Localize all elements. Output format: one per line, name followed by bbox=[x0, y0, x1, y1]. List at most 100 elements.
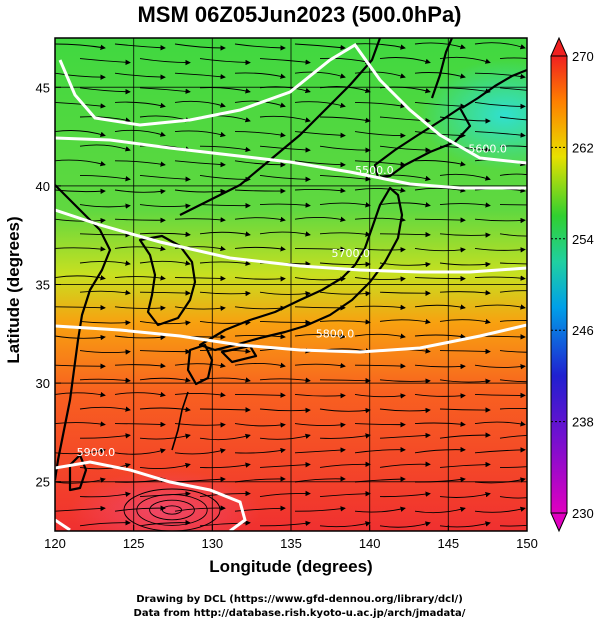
wind-streamline bbox=[139, 519, 191, 527]
wind-streamline bbox=[319, 174, 371, 182]
wind-streamline bbox=[414, 160, 466, 167]
wind-streamline bbox=[499, 524, 527, 527]
wind-streamline bbox=[199, 433, 251, 441]
contour-5900 bbox=[55, 460, 247, 531]
credit-dcl: Drawing by DCL (https://www.gfd-dennou.o… bbox=[136, 594, 463, 605]
wind-streamline bbox=[379, 318, 431, 325]
contour-label: 5900.0 bbox=[77, 446, 116, 459]
wind-swirl bbox=[161, 505, 183, 515]
x-tick-label: 150 bbox=[516, 536, 538, 551]
wind-streamline bbox=[234, 276, 286, 282]
wind-streamline bbox=[294, 160, 346, 168]
wind-streamline bbox=[414, 506, 466, 514]
wind-streamline bbox=[499, 434, 527, 439]
y-tick-label: 45 bbox=[36, 80, 50, 95]
wind-streamline bbox=[114, 129, 166, 137]
wind-streamline bbox=[499, 204, 527, 206]
wind-streamline bbox=[474, 275, 526, 281]
wind-streamline bbox=[379, 231, 431, 238]
wind-streamline bbox=[499, 319, 527, 322]
wind-streamline bbox=[79, 433, 131, 439]
wind-streamline bbox=[55, 101, 106, 109]
wind-streamline bbox=[55, 43, 106, 50]
wind-streamline bbox=[114, 505, 166, 512]
x-tick-label: 145 bbox=[437, 536, 459, 551]
wind-streamline bbox=[199, 260, 251, 267]
wind-streamline bbox=[55, 477, 106, 484]
wind-streamline bbox=[354, 304, 406, 311]
wind-streamline bbox=[79, 491, 131, 498]
wind-streamline bbox=[174, 392, 226, 398]
wind-streamline bbox=[354, 363, 406, 369]
wind-streamline bbox=[55, 130, 106, 137]
wind-streamline bbox=[414, 187, 466, 193]
wind-streamline bbox=[139, 87, 191, 95]
wind-streamline bbox=[319, 521, 371, 528]
wind-streamline bbox=[259, 115, 311, 123]
wind-streamline bbox=[474, 72, 526, 80]
kyushu-coast bbox=[186, 343, 214, 386]
wind-streamline bbox=[319, 407, 371, 414]
wind-streamline bbox=[414, 446, 466, 454]
wind-streamline bbox=[354, 43, 406, 50]
wind-streamline bbox=[474, 304, 526, 310]
wind-streamline bbox=[234, 362, 286, 368]
wind-streamline bbox=[174, 72, 226, 80]
russia-coast bbox=[179, 38, 382, 216]
wind-streamline bbox=[139, 290, 191, 296]
wind-streamline bbox=[234, 447, 286, 454]
wind-streamline bbox=[199, 145, 251, 153]
colorbar-max-arrow bbox=[550, 36, 568, 57]
wind-streamline bbox=[55, 246, 106, 252]
wind-streamline bbox=[379, 378, 431, 384]
contour-label: 5700.0 bbox=[332, 247, 371, 260]
wind-streamline bbox=[414, 217, 466, 223]
y-tick-label: 30 bbox=[36, 376, 50, 391]
wind-streamline bbox=[234, 43, 286, 51]
wind-streamline bbox=[414, 42, 466, 50]
wind-streamline bbox=[259, 461, 311, 468]
shikoku-coast bbox=[220, 344, 258, 364]
wind-streamline bbox=[414, 421, 466, 427]
wind-swirl bbox=[136, 494, 208, 526]
wind-streamline bbox=[319, 202, 371, 208]
wind-streamline bbox=[354, 247, 406, 253]
wind-streamline bbox=[234, 131, 286, 138]
wind-streamline bbox=[474, 392, 526, 399]
wind-streamline bbox=[174, 305, 226, 312]
wind-streamline bbox=[354, 333, 406, 339]
wind-streamline bbox=[55, 334, 106, 341]
x-tick-label: 135 bbox=[280, 536, 302, 551]
wind-streamline bbox=[319, 145, 371, 153]
wind-streamline bbox=[319, 116, 371, 123]
wind-streamline bbox=[499, 233, 527, 237]
wind-streamline bbox=[55, 304, 106, 311]
wind-streamline bbox=[414, 333, 466, 340]
wind-streamline bbox=[114, 43, 166, 51]
wind-streamline bbox=[79, 58, 131, 66]
wind-streamline bbox=[499, 407, 527, 410]
wind-streamline bbox=[474, 42, 526, 50]
wind-streamline bbox=[354, 446, 406, 454]
wind-streamline bbox=[114, 421, 166, 428]
wind-streamline bbox=[354, 393, 406, 399]
wind-streamline bbox=[499, 290, 527, 293]
colorbar-tick-label: 254 bbox=[572, 232, 594, 247]
y-tick-label: 40 bbox=[36, 179, 50, 194]
wind-streamline bbox=[114, 363, 166, 369]
china-coast bbox=[55, 184, 112, 481]
wind-streamline bbox=[79, 320, 131, 326]
contour-5500 bbox=[55, 136, 527, 190]
wind-streamline bbox=[259, 174, 311, 182]
wind-streamline bbox=[139, 203, 191, 209]
wind-streamline bbox=[259, 407, 311, 414]
taiwan-coast bbox=[68, 453, 88, 492]
sakhalin-coast bbox=[430, 38, 454, 99]
wind-streamline bbox=[414, 393, 466, 399]
wind-streamline bbox=[174, 130, 226, 138]
wind-streamline bbox=[294, 71, 346, 79]
y-axis-label: Latitude (degrees) bbox=[4, 216, 23, 364]
wind-streamline bbox=[379, 202, 431, 208]
wind-streamline bbox=[474, 364, 526, 370]
